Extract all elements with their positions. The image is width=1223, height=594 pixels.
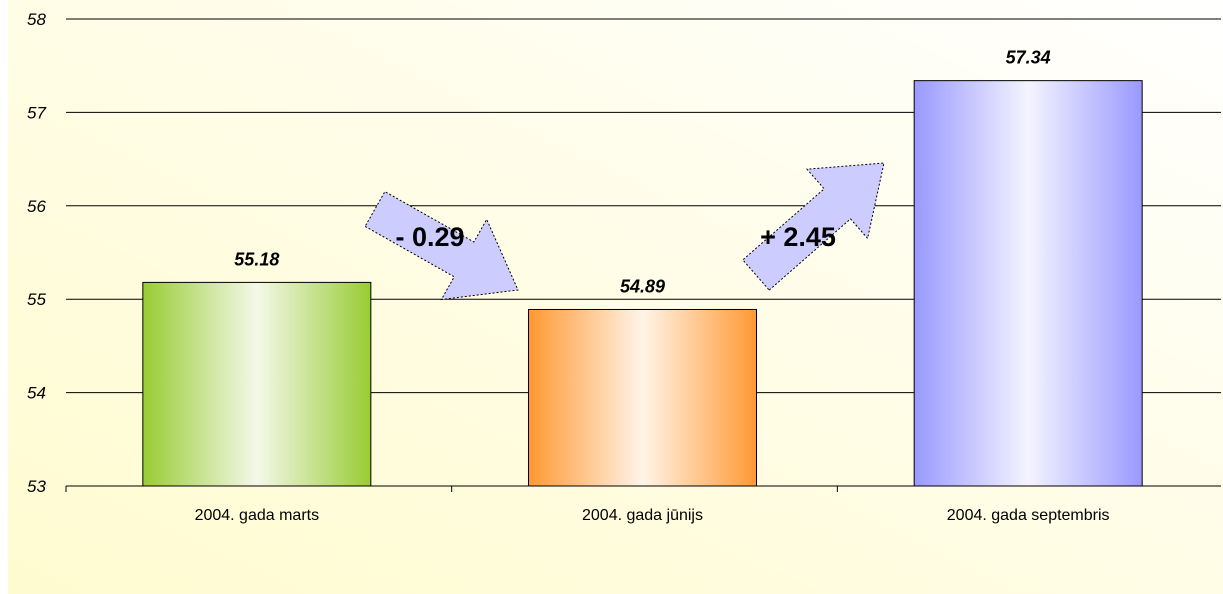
change-label-up: + 2.45: [760, 222, 836, 252]
data-label: 57.34: [1006, 48, 1051, 68]
bar: [913, 80, 1143, 487]
x-tick-label: 2004. gada septembris: [947, 507, 1110, 524]
x-tick-label: 2004. gada marts: [195, 507, 320, 524]
y-tick-label: 57: [27, 103, 46, 122]
change-arrows: - 0.29 + 2.45: [364, 162, 885, 301]
x-axis-labels: 2004. gada marts 2004. gada jūnijs 2004. g…: [195, 507, 1110, 524]
data-label: 54.89: [620, 276, 665, 296]
x-axis: [65, 485, 1221, 492]
y-tick-label: 56: [27, 197, 46, 216]
y-tick-label: 53: [27, 477, 46, 496]
y-tick-label: 54: [27, 384, 46, 403]
y-tick-label: 55: [27, 290, 46, 309]
data-label: 55.18: [234, 249, 279, 269]
data-labels: 55.18 54.89 57.34: [234, 48, 1050, 297]
up-arrow: [742, 162, 885, 291]
bars: [142, 80, 1143, 487]
bar: [528, 308, 757, 487]
change-label-down: - 0.29: [395, 222, 464, 252]
y-tick-label: 58: [27, 10, 46, 29]
bar: [142, 281, 372, 487]
x-tick-label: 2004. gada jūnijs: [582, 507, 703, 524]
y-axis-ticks: 53 54 55 56 57 58: [27, 10, 46, 496]
down-arrow: [364, 190, 519, 301]
